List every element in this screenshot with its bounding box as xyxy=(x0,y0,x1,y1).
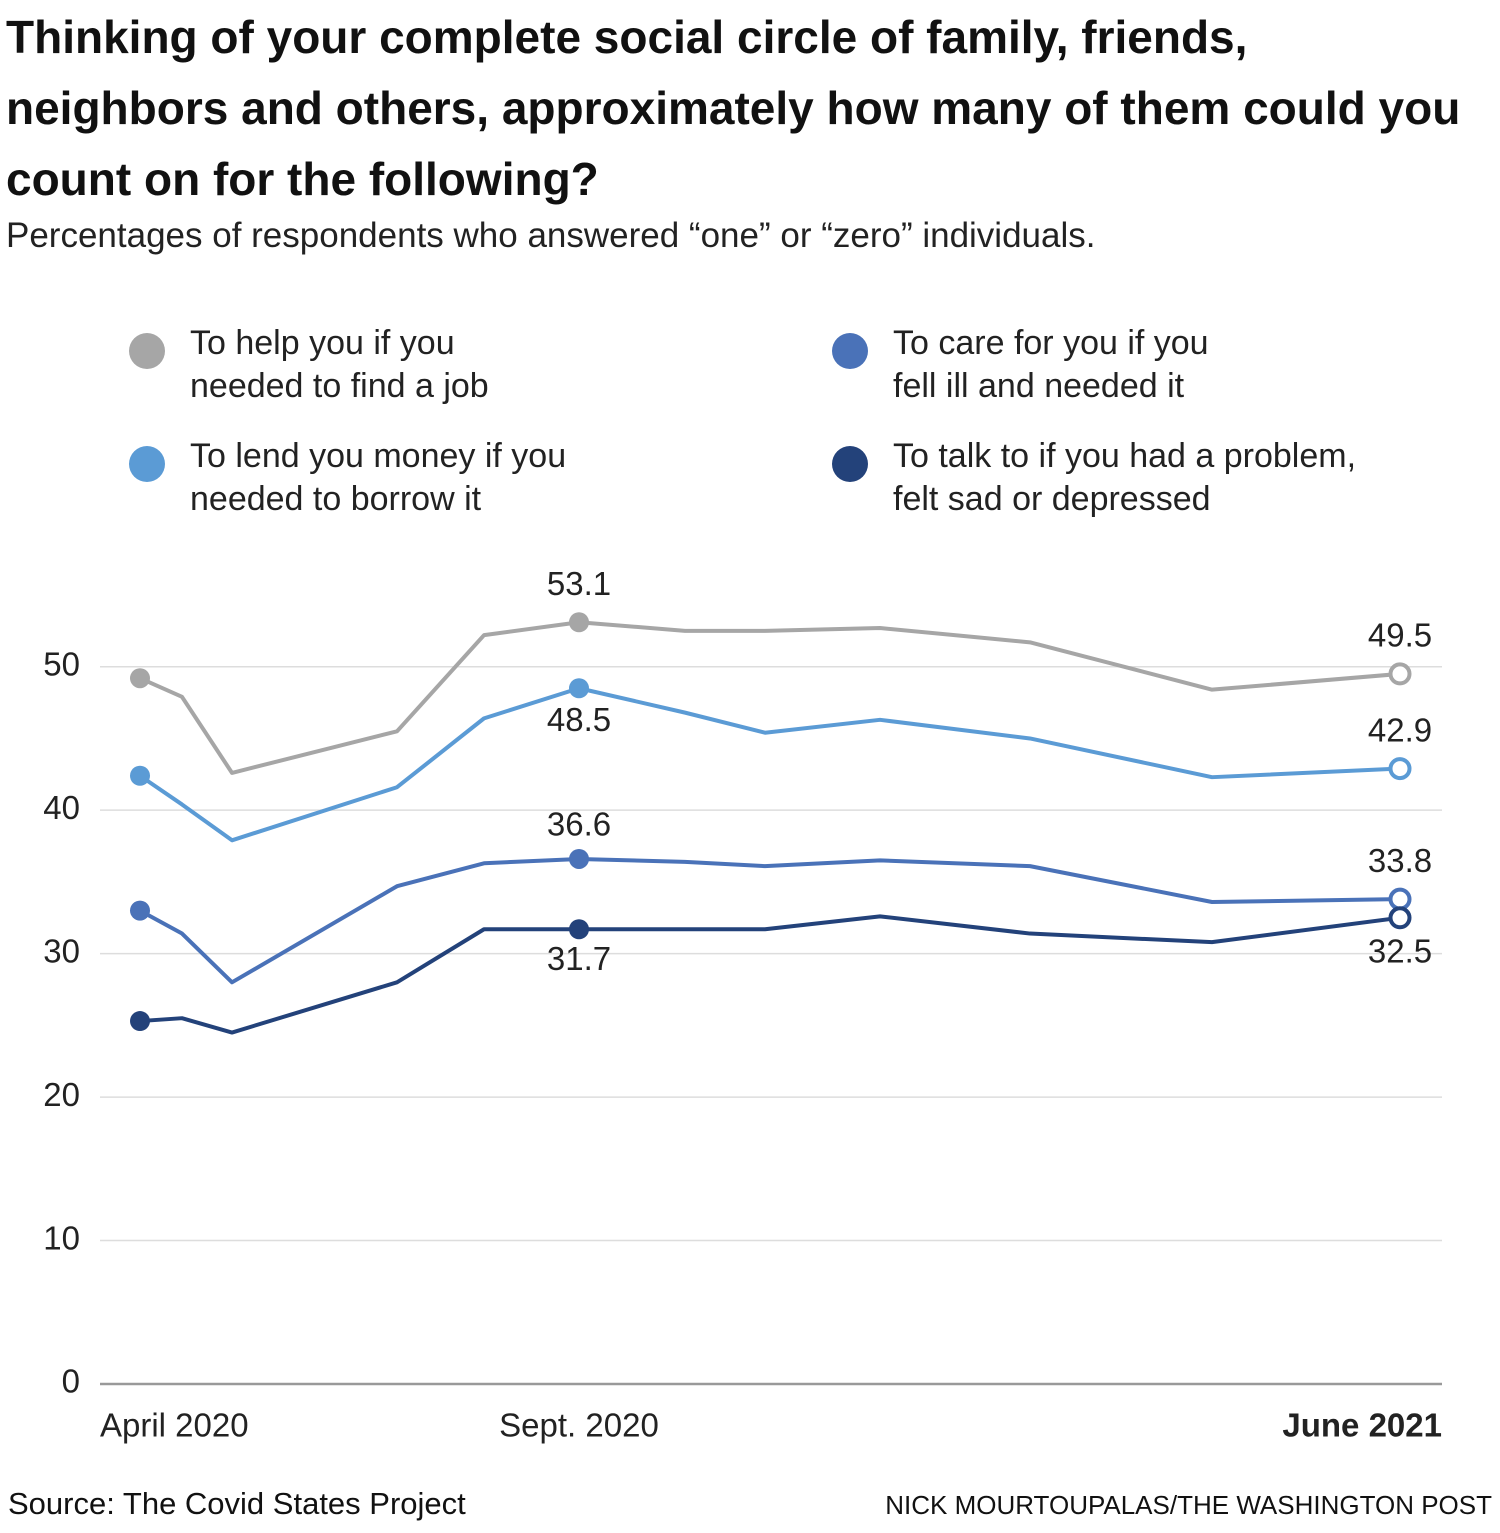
point-marker xyxy=(1388,662,1412,686)
point-marker xyxy=(130,1011,150,1032)
legend-label: To care for you if you fell ill and need… xyxy=(893,324,1209,405)
point-marker xyxy=(569,678,589,699)
data-label: 33.8 xyxy=(1368,842,1432,879)
point-marker xyxy=(569,612,589,633)
x-tick-label: April 2020 xyxy=(100,1407,249,1444)
point-marker xyxy=(130,765,150,786)
data-label: 32.5 xyxy=(1368,932,1432,969)
series-line xyxy=(139,620,1401,775)
y-tick-label: 0 xyxy=(62,1363,80,1400)
legend-label: To talk to if you had a problem, felt sa… xyxy=(893,437,1357,518)
series-line xyxy=(139,856,1401,985)
y-tick-label: 20 xyxy=(43,1076,80,1113)
point-marker xyxy=(1388,906,1412,930)
data-label: 31.7 xyxy=(547,940,611,977)
x-tick-label: June 2021 xyxy=(1282,1407,1442,1444)
point-marker xyxy=(1388,887,1412,911)
legend-marker xyxy=(129,333,165,369)
source: Source: The Covid States Project xyxy=(8,1486,466,1521)
chart-title: Thinking of your complete social circle … xyxy=(6,11,1461,205)
y-tick-label: 40 xyxy=(43,789,80,826)
legend-label: To lend you money if you needed to borro… xyxy=(190,437,567,518)
data-label: 49.5 xyxy=(1368,617,1432,654)
point-marker xyxy=(569,919,589,940)
data-label: 53.1 xyxy=(547,565,611,602)
y-tick-label: 30 xyxy=(43,932,80,969)
point-marker xyxy=(1388,757,1412,781)
series-line xyxy=(138,686,1401,843)
credit: NICK MOURTOUPALAS/THE WASHINGTON POST xyxy=(885,1490,1492,1520)
point-marker xyxy=(130,900,150,921)
legend-marker xyxy=(129,446,165,482)
y-tick-label: 50 xyxy=(43,645,80,682)
chart-subtitle: Percentages of respondents who answered … xyxy=(6,216,1096,255)
data-label: 36.6 xyxy=(547,806,611,843)
point-marker xyxy=(130,668,150,689)
legend-marker xyxy=(832,333,868,369)
legend-marker xyxy=(832,446,868,482)
y-tick-label: 10 xyxy=(43,1219,80,1256)
series-line xyxy=(139,914,1401,1035)
data-label: 48.5 xyxy=(547,701,611,738)
legend-label: To help you if you needed to find a job xyxy=(190,324,489,405)
point-marker xyxy=(569,848,589,869)
data-label: 42.9 xyxy=(1368,711,1432,748)
x-tick-label: Sept. 2020 xyxy=(499,1407,659,1444)
